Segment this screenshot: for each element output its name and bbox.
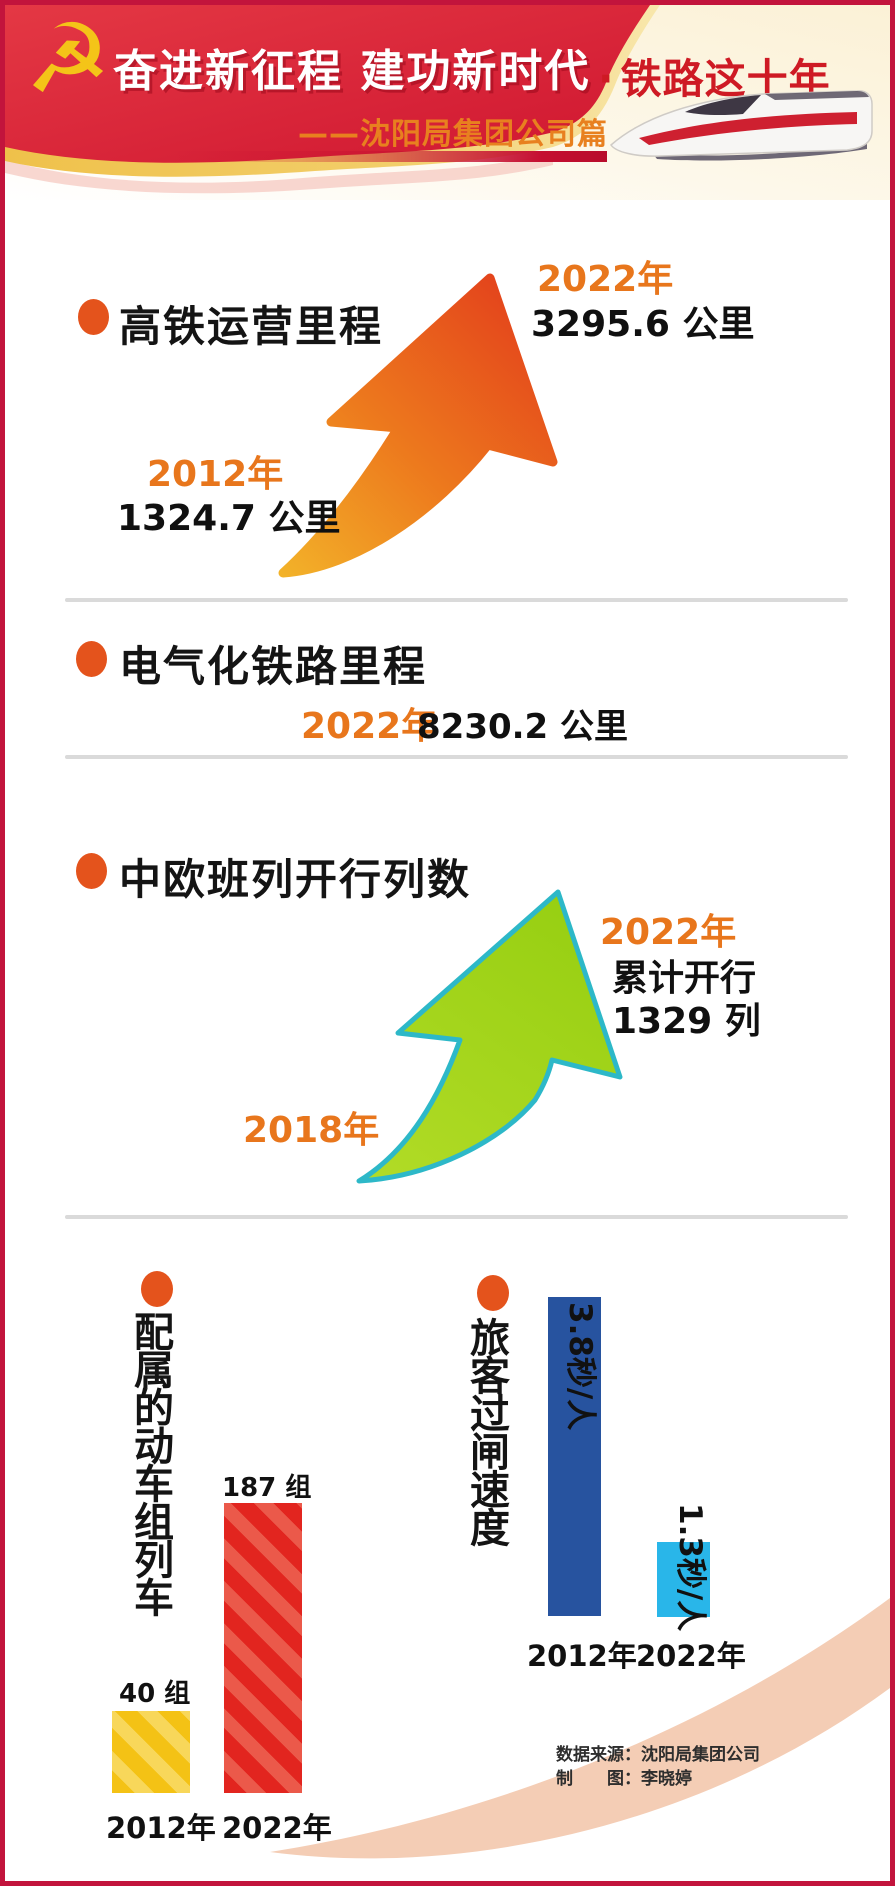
- hsr-start-year: 2012年: [147, 454, 284, 495]
- china-europe-start-year: 2018年: [243, 1110, 380, 1151]
- bar-gate-2022: [657, 1542, 710, 1617]
- emu-bar-value-2012: 40 组: [119, 1679, 191, 1709]
- electrified-value: 8230.2 公里: [417, 707, 629, 747]
- section-title-electrified: 电气化铁路里程: [119, 642, 428, 691]
- section-title-china-europe: 中欧班列开行列数: [119, 855, 472, 904]
- section-title-hsr: 高铁运营里程: [119, 302, 384, 351]
- decorative-swoosh: [270, 1598, 890, 1859]
- bullet-icon-china-europe: [76, 853, 107, 889]
- electrified-year: 2022年: [301, 706, 438, 747]
- title-separator-dot: ·: [598, 55, 615, 103]
- gate-bar-year-2012: 2012年: [527, 1639, 637, 1673]
- emu-bar-year-2012: 2012年: [106, 1811, 216, 1845]
- growth-arrow-hsr: [278, 273, 558, 578]
- gate-bar-value-2012: 3.8秒/人: [562, 1302, 598, 1431]
- emu-bar-value-2022: 187 组: [222, 1473, 312, 1503]
- high-speed-train-icon: [609, 90, 873, 161]
- china-europe-note-line2: 1329 列: [612, 1001, 761, 1042]
- bar-gate-2012: [548, 1297, 601, 1616]
- page-title: 奋进新征程 建功新时代: [113, 46, 591, 97]
- section-title-gate: 旅客过闸速度: [463, 1317, 509, 1545]
- section-divider: [65, 598, 848, 602]
- hsr-end-year: 2022年: [537, 259, 674, 300]
- data-source: 数据来源：沈阳局集团公司: [556, 1745, 760, 1765]
- party-emblem-icon: ☭: [25, 3, 112, 115]
- bullet-icon-electrified: [76, 641, 107, 677]
- series-subtitle: ——沈阳局集团公司篇: [298, 117, 608, 152]
- bullet-icon-emu: [141, 1271, 173, 1307]
- gate-bar-value-2022: 1.3秒/人: [672, 1503, 708, 1632]
- section-title-emu: 配属的动车组列车: [127, 1311, 173, 1615]
- china-europe-note-line1: 累计开行: [612, 958, 757, 999]
- china-europe-end-year: 2022年: [600, 912, 737, 953]
- hsr-end-value: 3295.6 公里: [531, 304, 755, 345]
- header-gradient-rule: [170, 151, 607, 162]
- section-divider: [65, 1215, 848, 1219]
- bar-emu-2022: [224, 1503, 302, 1793]
- growth-arrow-china-europe: [356, 889, 623, 1184]
- gate-bar-year-2022: 2022年: [636, 1639, 746, 1673]
- bullet-icon-hsr: [78, 299, 109, 335]
- section-divider: [65, 755, 848, 759]
- credits: 数据来源：沈阳局集团公司 制 图：李晓婷: [556, 1743, 760, 1791]
- hsr-start-value: 1324.7 公里: [117, 498, 341, 539]
- bar-emu-2012: [112, 1711, 190, 1793]
- emu-bar-year-2022: 2022年: [222, 1811, 332, 1845]
- bullet-icon-gate: [477, 1275, 509, 1311]
- chart-author: 制 图：李晓婷: [556, 1769, 692, 1789]
